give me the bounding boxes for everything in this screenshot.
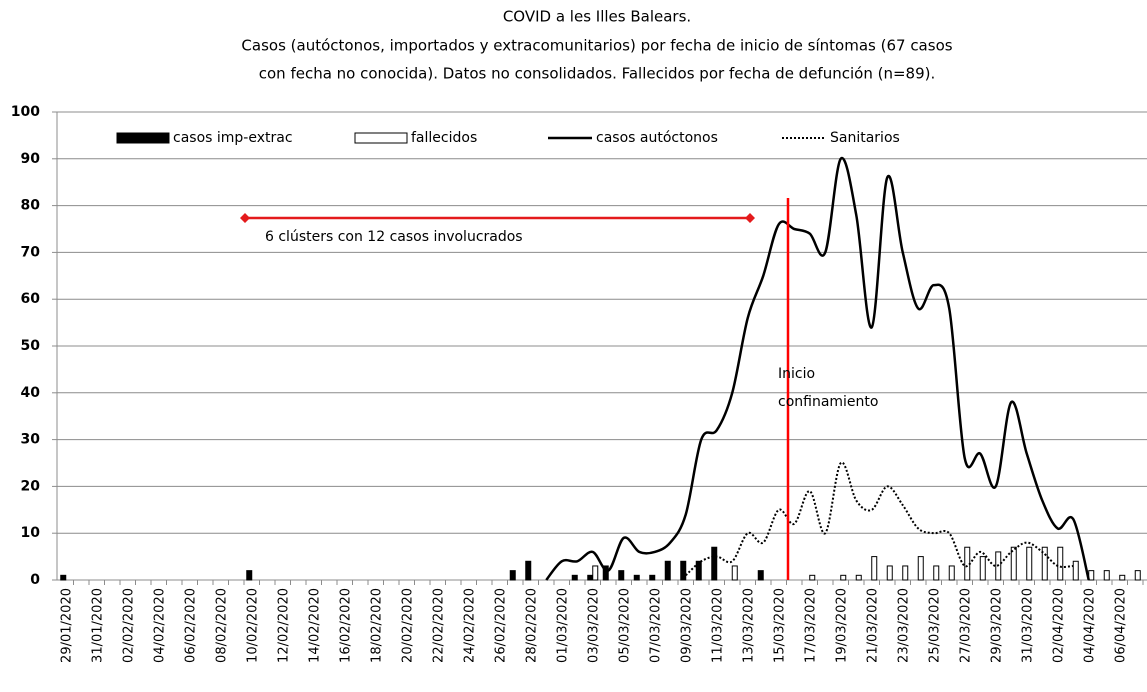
bar xyxy=(855,574,862,581)
bar xyxy=(1119,574,1126,581)
bar xyxy=(509,570,516,581)
bar xyxy=(979,556,986,581)
x-tick-label: 11/03/2020 xyxy=(710,588,725,663)
bar xyxy=(618,570,625,581)
x-tick-label: 28/02/2020 xyxy=(524,588,539,663)
bar xyxy=(731,565,738,581)
legend-swatch xyxy=(116,132,170,144)
x-tick-label: 29/01/2020 xyxy=(59,588,74,663)
legend-label: casos autóctonos xyxy=(596,130,718,146)
bar xyxy=(246,570,253,581)
bar xyxy=(933,565,940,581)
bar xyxy=(1072,560,1079,581)
x-tick-label: 06/04/2020 xyxy=(1113,588,1128,663)
grid: 0 10 20 30 40 50 60 70 80 90 100 29/01/2020 31/01/20… xyxy=(11,104,1147,663)
bar xyxy=(525,560,532,581)
bar xyxy=(871,556,878,581)
bar xyxy=(680,560,687,581)
y-tick-label: 40 xyxy=(21,385,41,401)
x-tick-label: 18/02/2020 xyxy=(369,588,384,663)
bar xyxy=(948,565,955,581)
line xyxy=(685,461,1074,577)
bar xyxy=(664,560,671,581)
x-tick-label: 02/04/2020 xyxy=(1051,588,1066,663)
bar xyxy=(695,560,702,581)
y-tick-label: 90 xyxy=(21,151,41,167)
chart-subtitle: Casos (autóctonos, importados y extracom… xyxy=(241,37,952,55)
annotation: 6 clústers con 12 casos involucrados xyxy=(265,229,523,245)
chart-title: COVID a les Illes Balears. xyxy=(503,8,691,26)
x-tick-label: 10/02/2020 xyxy=(245,588,260,663)
y-tick-label: 60 xyxy=(21,291,41,307)
x-tick-label: 04/02/2020 xyxy=(152,588,167,663)
x-tick-label: 14/02/2020 xyxy=(307,588,322,663)
x-tick-label: 26/02/2020 xyxy=(493,588,508,663)
bar xyxy=(602,565,609,581)
bar xyxy=(60,574,67,581)
bar xyxy=(1026,546,1033,581)
bar xyxy=(649,574,656,581)
x-tick-label: 22/02/2020 xyxy=(431,588,446,663)
bar xyxy=(840,574,847,581)
annotation: Inicio xyxy=(778,366,815,382)
bar xyxy=(1010,546,1017,581)
x-tick-label: 17/03/2020 xyxy=(803,588,818,663)
annotation: confinamiento xyxy=(778,394,878,410)
bar xyxy=(592,565,599,581)
bar xyxy=(1041,546,1048,581)
bar xyxy=(902,565,909,581)
y-tick-label: 100 xyxy=(11,104,40,120)
y-tick-label: 20 xyxy=(21,478,41,494)
y-tick-label: 30 xyxy=(21,432,41,448)
x-tick-label: 27/03/2020 xyxy=(958,588,973,663)
y-tick-label: 50 xyxy=(21,338,41,354)
x-tick-label: 12/02/2020 xyxy=(276,588,291,663)
bar xyxy=(571,574,578,581)
y-tick-label: 10 xyxy=(21,525,41,541)
bar xyxy=(809,574,816,581)
x-tick-label: 23/03/2020 xyxy=(896,588,911,663)
x-tick-label: 04/04/2020 xyxy=(1082,588,1097,663)
legend-label: casos imp-extrac xyxy=(173,130,293,146)
x-tick-label: 07/03/2020 xyxy=(648,588,663,663)
legend-label: fallecidos xyxy=(411,130,477,146)
x-tick-label: 15/03/2020 xyxy=(772,588,787,663)
x-tick-label: 01/03/2020 xyxy=(555,588,570,663)
y-tick-label: 80 xyxy=(21,198,41,214)
bar xyxy=(1057,546,1064,581)
x-tick-label: 03/03/2020 xyxy=(586,588,601,663)
legend-label: Sanitarios xyxy=(830,130,900,146)
x-tick-label: 09/03/2020 xyxy=(679,588,694,663)
marks xyxy=(60,156,1141,581)
x-tick-label: 25/03/2020 xyxy=(927,588,942,663)
bar xyxy=(886,565,893,581)
x-tick-label: 21/03/2020 xyxy=(865,588,880,663)
x-tick-label: 05/03/2020 xyxy=(617,588,632,663)
x-tick-label: 02/02/2020 xyxy=(121,588,136,663)
x-tick-label: 06/02/2020 xyxy=(183,588,198,663)
x-tick-label: 13/03/2020 xyxy=(741,588,756,663)
bar xyxy=(1103,570,1110,581)
x-tick-label: 29/03/2020 xyxy=(989,588,1004,663)
legend-swatch xyxy=(354,132,408,144)
x-tick-label: 31/01/2020 xyxy=(90,588,105,663)
bar xyxy=(711,546,718,581)
legend: casos imp-extrac fallecidos casos autócton… xyxy=(116,130,900,146)
bar xyxy=(1134,570,1141,581)
line xyxy=(545,156,1090,581)
x-tick-label: 19/03/2020 xyxy=(834,588,849,663)
bar xyxy=(757,570,764,581)
bar xyxy=(917,556,924,581)
x-tick-label: 20/02/2020 xyxy=(400,588,415,663)
x-tick-label: 31/03/2020 xyxy=(1020,588,1035,663)
x-tick-label: 08/02/2020 xyxy=(214,588,229,663)
x-tick-label: 16/02/2020 xyxy=(338,588,353,663)
y-tick-label: 0 xyxy=(30,572,40,588)
bar xyxy=(633,574,640,581)
chart-subtitle: con fecha no conocida). Datos no consoli… xyxy=(259,65,935,83)
y-tick-label: 70 xyxy=(21,244,41,260)
bar xyxy=(587,574,594,581)
x-tick-label: 24/02/2020 xyxy=(462,588,477,663)
